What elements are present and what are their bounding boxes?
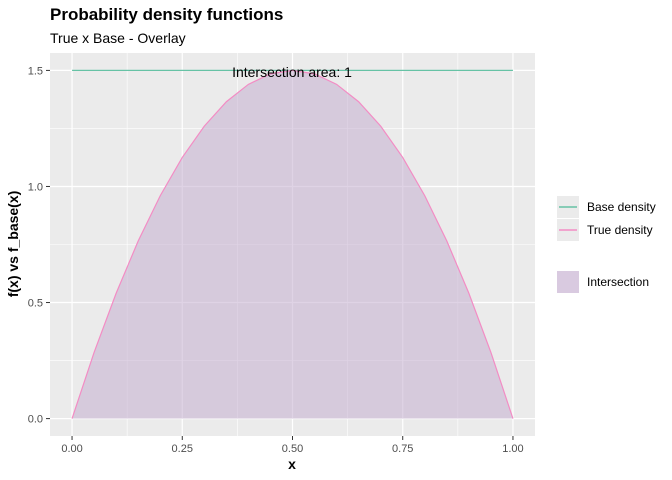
legend-label-intersection: Intersection [587,275,649,289]
intersection-annotation: Intersection area: 1 [232,64,352,80]
true-density-line [71,69,514,419]
x-axis: 0.00 0.25 0.50 0.75 1.00 [61,436,524,455]
x-tick-label: 0.25 [172,443,193,455]
legend-label-true: True density [587,223,653,237]
y-axis-title: f(x) vs f_base(x) [5,191,21,298]
legend: Base density True density Intersection [557,196,656,293]
x-axis-title: x [288,456,296,472]
chart-subtitle: True x Base - Overlay [50,30,186,46]
y-axis: 0.0 0.5 1.0 1.5 [28,65,50,426]
x-tick-label: 1.00 [502,443,523,455]
legend-key-intersection [557,271,579,293]
chart-title: Probability density functions [50,5,283,24]
y-tick-label: 1.5 [28,65,43,77]
y-tick-label: 0.0 [28,414,43,426]
y-tick-label: 1.0 [28,181,43,193]
x-tick-label: 0.00 [61,443,82,455]
legend-label-base: Base density [587,200,656,214]
series-layer [71,69,514,419]
x-tick-label: 0.50 [282,443,303,455]
y-tick-label: 0.5 [28,298,43,310]
x-tick-label: 0.75 [392,443,413,455]
